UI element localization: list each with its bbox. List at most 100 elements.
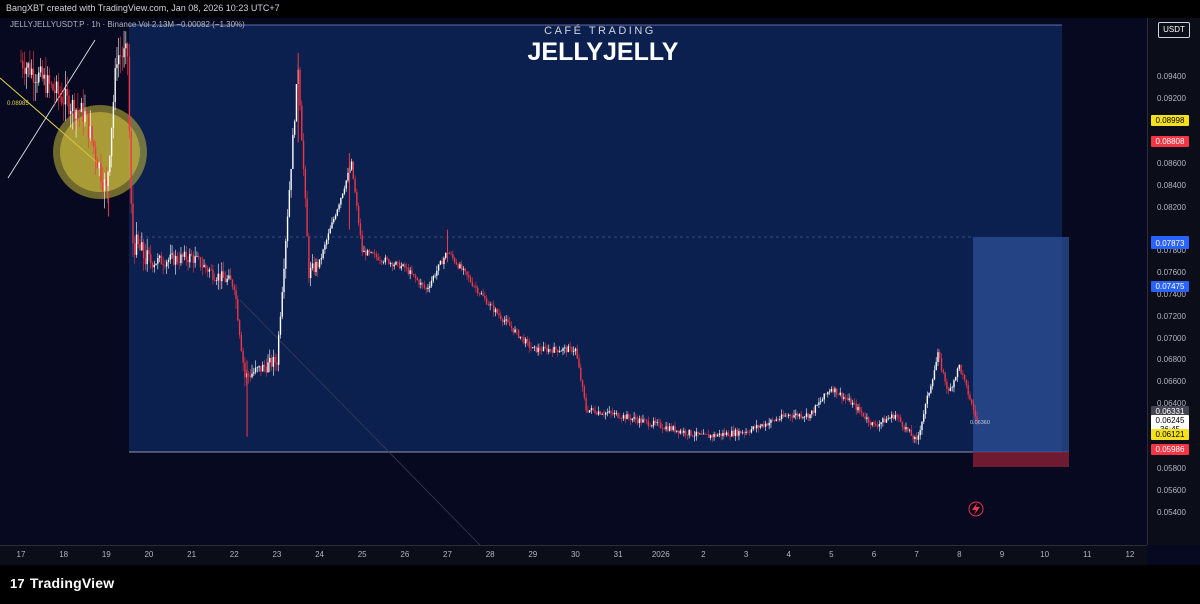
time-label: 31 [613, 550, 623, 559]
candle-body [681, 430, 683, 433]
candle-body [501, 319, 504, 322]
candle-body [301, 105, 303, 141]
candle-body [594, 410, 596, 414]
candle-body [413, 273, 415, 276]
candle-body [414, 275, 417, 279]
candle-body [45, 74, 47, 93]
chart-pane[interactable]: 0.08985 0.06360 [0, 18, 1147, 546]
candle-body [405, 267, 408, 269]
candle-body [562, 348, 564, 351]
candle-body [130, 131, 132, 204]
price-label: 0.06121 [1151, 428, 1189, 440]
candle-body [212, 269, 214, 280]
logo-text: TradingView [29, 575, 115, 591]
candle-body [802, 417, 804, 418]
price-chart[interactable]: 0.08985 0.06360 [0, 18, 1147, 546]
candle-body [315, 262, 317, 272]
price-label: 0.08998 [1151, 115, 1189, 127]
candle-body [688, 430, 690, 436]
candle-body [951, 387, 953, 388]
currency-badge[interactable]: USDT [1158, 22, 1190, 38]
candle-body [432, 276, 434, 281]
candle-body [487, 304, 490, 306]
candle-body [610, 411, 612, 413]
price-tick: 0.07800 [1157, 246, 1186, 256]
brand-title: JELLYJELLY [527, 38, 679, 66]
candle-body [738, 431, 740, 436]
candle-body [482, 293, 484, 296]
candle-body [461, 264, 463, 270]
bolt-icon[interactable] [968, 501, 984, 517]
candle-body [265, 366, 267, 373]
candle-body [308, 236, 310, 279]
candle-body [793, 415, 795, 418]
candle-body [139, 244, 141, 251]
candle-body [532, 347, 534, 349]
candle-body [215, 280, 218, 282]
tradingview-logo[interactable]: 17 TradingView [10, 575, 114, 591]
target-zone[interactable] [973, 237, 1069, 452]
time-label: 23 [272, 550, 282, 559]
candle-body [178, 261, 180, 263]
candle-body [398, 261, 401, 269]
candle-body [540, 350, 543, 352]
candle-body [647, 420, 650, 426]
candle-body [521, 336, 523, 338]
candle-body [508, 322, 511, 326]
candle-body [258, 366, 260, 368]
candle-body [54, 90, 56, 93]
candle-body [624, 415, 626, 420]
candle-body [292, 134, 294, 169]
candle-body [73, 99, 76, 119]
candle-body [654, 420, 657, 423]
candle-body [876, 425, 879, 427]
candle-body [640, 418, 642, 423]
candle-body [903, 426, 905, 430]
candle-body [317, 262, 319, 268]
candle-body [940, 358, 943, 371]
time-label: 11 [1083, 550, 1092, 559]
candle-body [915, 436, 918, 440]
candle-body [102, 181, 104, 191]
candle-body [39, 66, 42, 73]
candle-body [372, 252, 374, 254]
candle-body [713, 433, 715, 438]
candle-body [740, 431, 742, 434]
candle-body [786, 415, 788, 417]
candle-body [395, 261, 397, 265]
candle-body [109, 156, 111, 173]
candle-body [359, 223, 362, 236]
candle-body [86, 111, 88, 114]
candle-body [803, 416, 806, 418]
candle-body [638, 418, 641, 424]
candle-body [240, 335, 243, 351]
candle-body [590, 408, 593, 411]
candle-body [221, 271, 223, 282]
candle-body [658, 422, 660, 423]
candle-body [857, 407, 859, 411]
candle-body [571, 347, 573, 352]
candle-body [722, 432, 724, 436]
candle-body [137, 234, 139, 245]
stop-zone[interactable] [973, 452, 1069, 467]
candle-body [539, 347, 541, 351]
time-axis[interactable] [0, 545, 1147, 566]
candle-body [764, 423, 767, 427]
candle-body [341, 193, 344, 198]
candle-body [837, 394, 840, 396]
candle-body [921, 421, 923, 431]
candle-body [256, 367, 259, 369]
candle-body [404, 264, 406, 268]
candle-body [352, 161, 355, 179]
candle-body [182, 254, 184, 257]
price-tick: 0.07600 [1157, 268, 1186, 278]
candle-body [194, 256, 196, 263]
candle-body [244, 362, 246, 378]
candle-body [150, 254, 152, 264]
candle-body [144, 258, 147, 265]
candle-body [862, 412, 865, 417]
candle-body [812, 410, 815, 413]
candle-body [210, 269, 212, 271]
symbol-legend[interactable]: JELLYJELLYUSDT.P · 1h · Binance Vol 2.13… [10, 20, 245, 29]
candle-body [448, 252, 450, 254]
